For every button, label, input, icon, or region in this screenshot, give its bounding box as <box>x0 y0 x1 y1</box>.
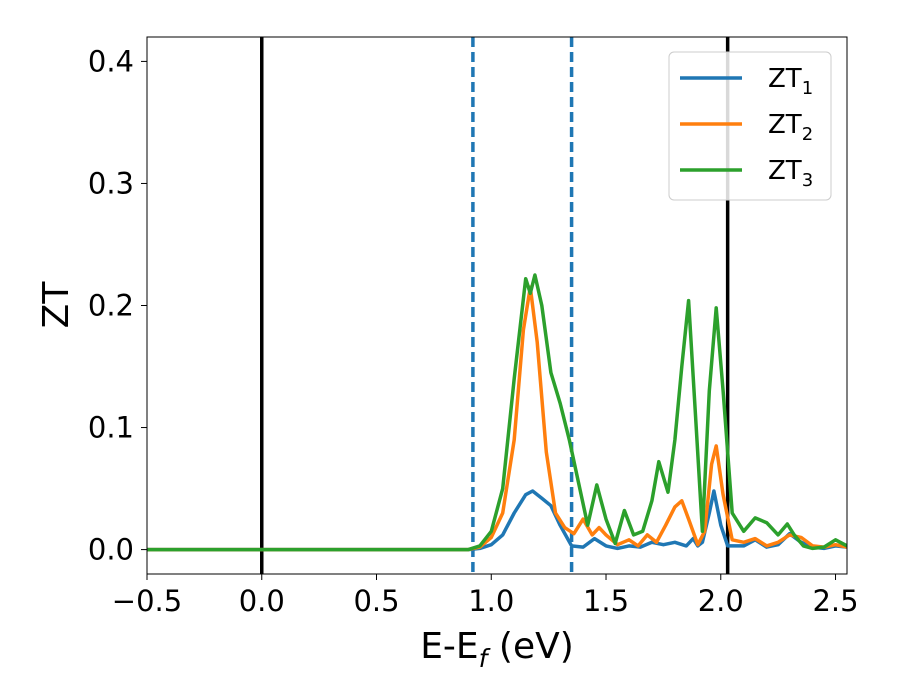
x-tick-label: 1.5 <box>583 584 629 618</box>
x-axis-ticks: −0.5 0.0 0.5 1.0 1.5 2.0 2.5 <box>112 574 859 618</box>
y-tick-label: 0.3 <box>88 166 134 200</box>
y-tick-label: 0.1 <box>88 411 134 445</box>
legend-box <box>668 51 832 201</box>
legend: ZT1 ZT2 ZT3 <box>668 51 832 201</box>
legend-label-3: ZT3 <box>768 156 813 191</box>
x-tick-label: 0.0 <box>239 584 285 618</box>
y-tick-label: 0.0 <box>88 533 134 567</box>
y-axis-ticks: 0.0 0.1 0.2 0.3 0.4 <box>88 44 147 567</box>
x-axis-label-unit: (eV) <box>487 626 573 667</box>
x-tick-label: 2.0 <box>698 584 744 618</box>
x-axis-label: E-Ef (eV) <box>420 626 574 673</box>
x-axis-label-main: E-E <box>420 626 478 667</box>
series-line-1 <box>147 489 847 552</box>
x-tick-label: 1.0 <box>468 584 514 618</box>
legend-label-1: ZT1 <box>768 64 813 99</box>
x-tick-label: 2.5 <box>812 584 858 618</box>
y-tick-label: 0.4 <box>88 44 134 78</box>
x-tick-label: 0.5 <box>353 584 399 618</box>
y-axis-label: ZT <box>36 281 77 329</box>
legend-label-2: ZT2 <box>768 110 813 145</box>
series-lines <box>147 273 847 552</box>
series-line-3 <box>147 273 847 552</box>
x-tick-label: −0.5 <box>112 584 182 618</box>
y-tick-label: 0.2 <box>88 289 134 323</box>
